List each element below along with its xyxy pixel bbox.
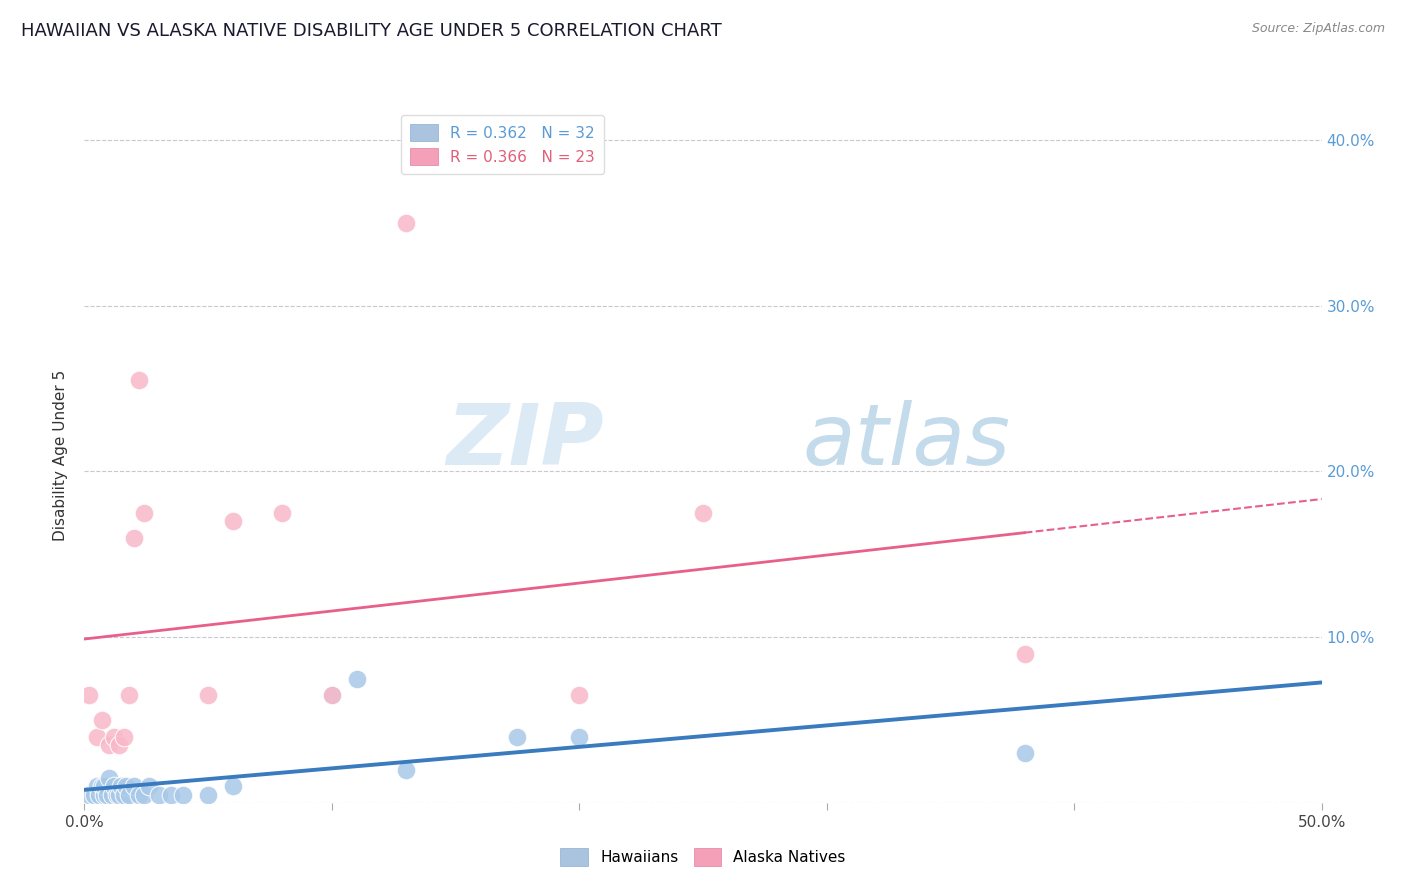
Point <box>132 788 155 802</box>
Point <box>128 373 150 387</box>
Point <box>321 688 343 702</box>
Point <box>112 730 135 744</box>
Point <box>79 788 101 802</box>
Point <box>89 788 111 802</box>
Point <box>96 788 118 802</box>
Point <box>568 688 591 702</box>
Point <box>103 779 125 793</box>
Point <box>115 779 138 793</box>
Point <box>105 788 128 802</box>
Point <box>122 779 145 793</box>
Point <box>148 788 170 802</box>
Point <box>395 763 418 777</box>
Text: HAWAIIAN VS ALASKA NATIVE DISABILITY AGE UNDER 5 CORRELATION CHART: HAWAIIAN VS ALASKA NATIVE DISABILITY AGE… <box>21 22 721 40</box>
Text: Source: ZipAtlas.com: Source: ZipAtlas.com <box>1251 22 1385 36</box>
Point <box>90 713 112 727</box>
Point <box>90 779 112 793</box>
Point <box>172 788 194 802</box>
Text: ZIP: ZIP <box>446 400 605 483</box>
Point <box>93 779 115 793</box>
Point <box>93 788 115 802</box>
Y-axis label: Disability Age Under 5: Disability Age Under 5 <box>53 369 69 541</box>
Point <box>346 672 368 686</box>
Point <box>271 506 294 520</box>
Point <box>83 788 105 802</box>
Point <box>395 216 418 230</box>
Point <box>108 738 131 752</box>
Point <box>197 788 219 802</box>
Point <box>128 788 150 802</box>
Point <box>692 506 714 520</box>
Text: atlas: atlas <box>801 400 1010 483</box>
Point <box>98 771 121 785</box>
Point <box>86 730 108 744</box>
Point <box>222 514 245 528</box>
Point <box>197 688 219 702</box>
Point <box>222 779 245 793</box>
Point <box>98 738 121 752</box>
Point <box>506 730 529 744</box>
Point <box>321 688 343 702</box>
Point <box>118 688 141 702</box>
Point <box>138 779 160 793</box>
Point <box>1014 647 1036 661</box>
Point <box>568 730 591 744</box>
Point <box>103 730 125 744</box>
Point <box>108 788 131 802</box>
Point <box>79 688 101 702</box>
Point <box>86 779 108 793</box>
Point <box>112 788 135 802</box>
Point <box>100 788 122 802</box>
Point <box>1014 746 1036 760</box>
Point <box>132 506 155 520</box>
Point <box>118 788 141 802</box>
Point <box>160 788 183 802</box>
Point <box>110 779 132 793</box>
Legend: Hawaiians, Alaska Natives: Hawaiians, Alaska Natives <box>554 842 852 871</box>
Point <box>122 531 145 545</box>
